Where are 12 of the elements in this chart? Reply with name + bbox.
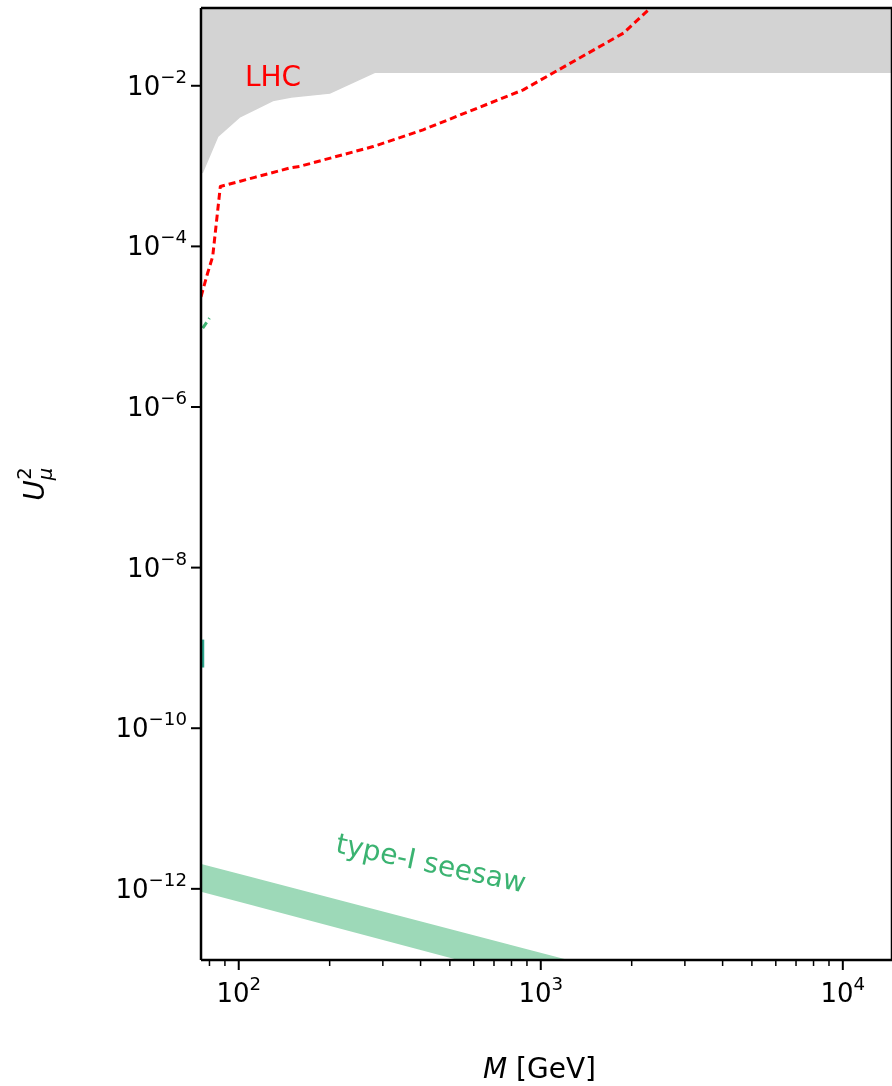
x-tick-label: 10$^{2}$ (216, 973, 262, 1008)
text: LHC (244, 59, 302, 93)
y-tick-label: 10$^{−12}$ (115, 869, 187, 904)
y-tick-label: 10$^{−6}$ (127, 387, 187, 422)
text: type-I seesaw (332, 826, 530, 900)
x-tick-label: 10$^{4}$ (820, 973, 866, 1008)
y-tick-label: 10$^{−10}$ (115, 708, 187, 744)
x-tick-label: 10$^{3}$ (518, 973, 564, 1008)
y-tick-label: 10$^{−8}$ (127, 547, 187, 583)
y-tick-label: 10$^{−4}$ (127, 226, 187, 262)
x-axis-title: M [GeV] (483, 1052, 596, 1085)
y-tick-label: 10$^{−2}$ (127, 66, 187, 101)
